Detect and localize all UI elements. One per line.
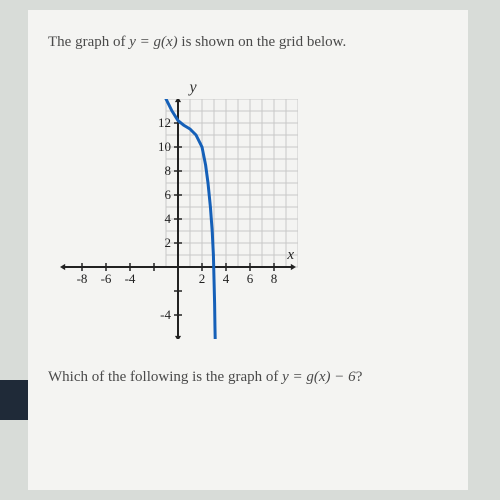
function-graph: -8 -6 -4 2 4 6 8 -4 2 4 6 8 10 12 x bbox=[58, 99, 298, 339]
svg-text:2: 2 bbox=[199, 271, 206, 286]
prompt-top-prefix: The graph of bbox=[48, 34, 129, 50]
prompt-top: The graph of y = g(x) is shown on the gr… bbox=[48, 34, 448, 51]
prompt-top-suffix: is shown on the grid below. bbox=[178, 34, 347, 50]
svg-text:4: 4 bbox=[165, 211, 172, 226]
svg-text:x: x bbox=[286, 247, 294, 263]
y-axis-label: y bbox=[58, 79, 298, 97]
left-dark-bar bbox=[0, 380, 28, 420]
chart-container: y -8 -6 -4 2 4 6 8 -4 2 4 6 8 10 12 x bbox=[58, 79, 298, 339]
prompt-bottom-math: y = g(x) − 6 bbox=[282, 369, 356, 385]
svg-text:12: 12 bbox=[158, 115, 171, 130]
svg-text:4: 4 bbox=[223, 271, 230, 286]
prompt-top-math: y = g(x) bbox=[129, 34, 177, 50]
svg-text:2: 2 bbox=[165, 235, 172, 250]
svg-text:6: 6 bbox=[247, 271, 254, 286]
prompt-bottom-suffix: ? bbox=[356, 369, 363, 385]
svg-text:-4: -4 bbox=[160, 307, 171, 322]
svg-text:8: 8 bbox=[165, 163, 172, 178]
svg-text:-8: -8 bbox=[77, 271, 88, 286]
svg-text:-6: -6 bbox=[101, 271, 112, 286]
prompt-bottom: Which of the following is the graph of y… bbox=[48, 369, 448, 386]
svg-text:8: 8 bbox=[271, 271, 278, 286]
prompt-bottom-prefix: Which of the following is the graph of bbox=[48, 369, 282, 385]
svg-text:10: 10 bbox=[158, 139, 171, 154]
svg-text:-4: -4 bbox=[125, 271, 136, 286]
svg-text:6: 6 bbox=[165, 187, 172, 202]
page-card: The graph of y = g(x) is shown on the gr… bbox=[28, 10, 468, 490]
